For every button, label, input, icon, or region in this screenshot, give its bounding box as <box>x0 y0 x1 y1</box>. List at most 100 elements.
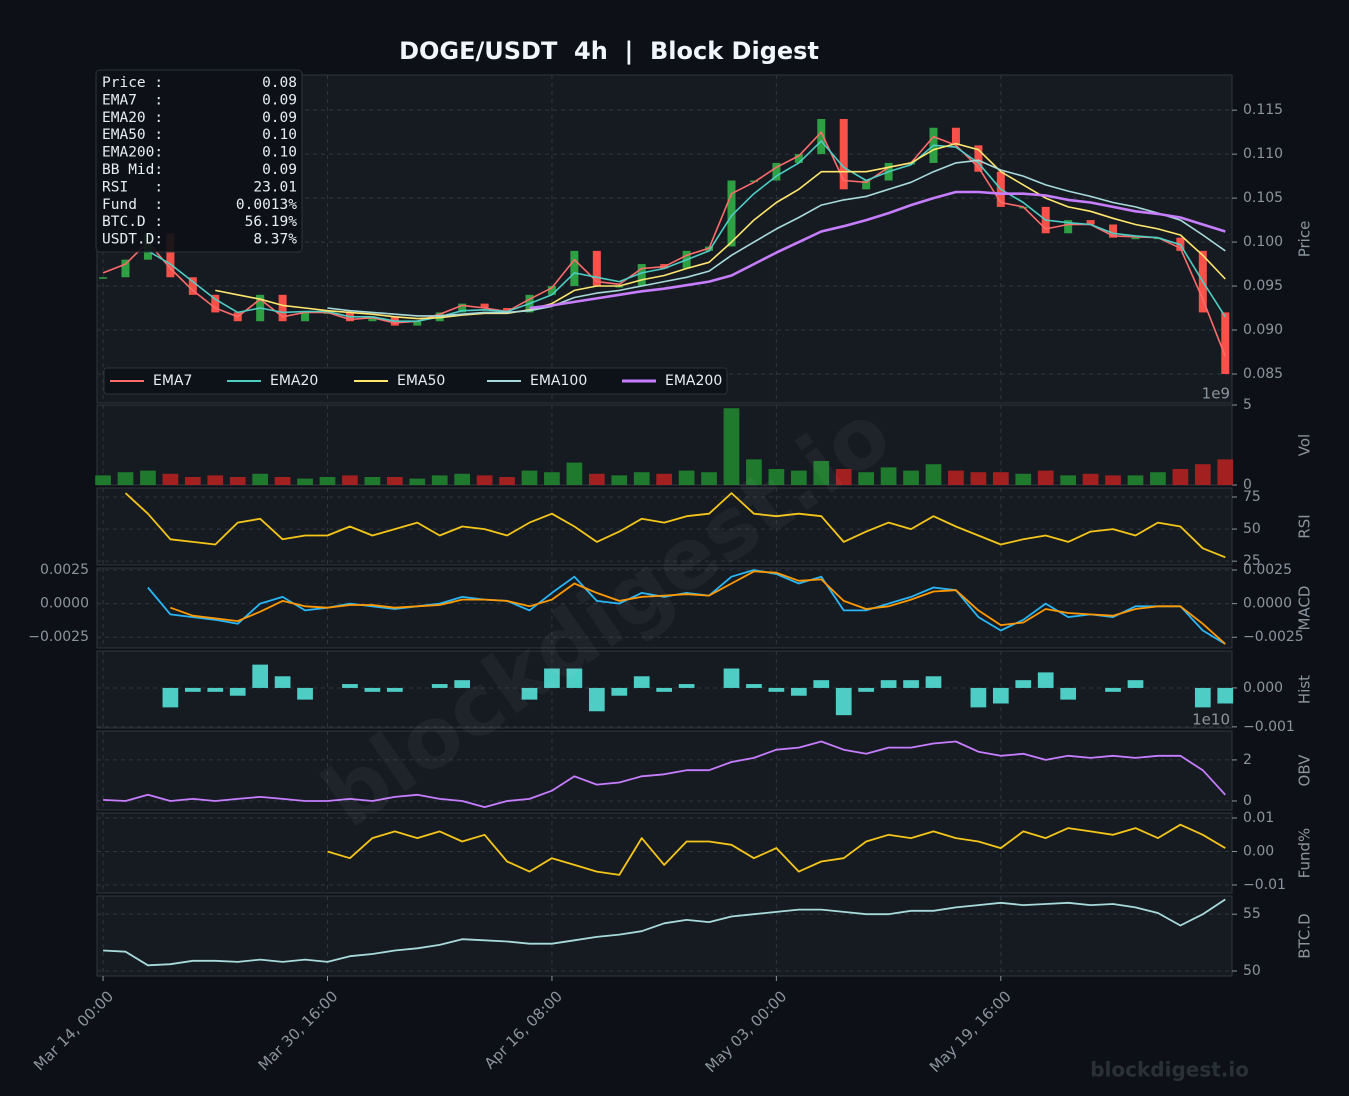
y-axis-label: Price <box>1296 221 1314 258</box>
candle <box>211 294 220 313</box>
bar <box>656 687 673 692</box>
info-value: 0.0013% <box>236 197 297 213</box>
bar <box>588 473 605 485</box>
legend-label: EMA7 <box>153 373 192 389</box>
y-tick-label: 50 <box>1243 963 1261 979</box>
y-tick-label: 50 <box>1243 521 1261 537</box>
footer: blockdigest.io <box>1090 1058 1249 1082</box>
bar <box>1217 687 1234 704</box>
axis-offset-label: 1e9 <box>1202 385 1230 403</box>
legend-box <box>103 367 728 395</box>
y-tick-label: 0.085 <box>1243 366 1283 382</box>
panel <box>96 487 1233 566</box>
bar <box>252 664 269 688</box>
ema-line <box>529 190 1226 310</box>
candle <box>480 303 489 309</box>
candle <box>570 250 579 287</box>
info-value: 0.09 <box>262 162 297 178</box>
bar <box>746 459 762 485</box>
bar <box>454 680 471 688</box>
panel <box>96 730 1233 811</box>
ema-line <box>215 142 1226 320</box>
bar <box>364 687 381 692</box>
candle <box>458 303 467 313</box>
y-tick-label-left: −0.0025 <box>28 629 89 645</box>
candle <box>727 180 736 247</box>
panel <box>96 567 1233 649</box>
bar <box>544 668 560 688</box>
info-label: EMA7 : <box>102 92 163 108</box>
bar <box>431 475 448 485</box>
candle <box>547 286 556 295</box>
bar <box>588 687 605 712</box>
y-tick-label: 75 <box>1243 489 1261 505</box>
bar <box>274 676 291 688</box>
info-label: EMA20 : <box>102 110 163 126</box>
y-axis-label: RSI <box>1296 514 1314 538</box>
bar <box>1127 475 1144 485</box>
candle <box>166 233 175 278</box>
bar <box>948 470 964 485</box>
bar <box>1037 470 1054 485</box>
bar <box>880 467 897 485</box>
bar <box>1194 687 1211 708</box>
y-axis-label: Fund% <box>1296 828 1314 879</box>
candle <box>749 180 758 183</box>
bar <box>184 687 201 692</box>
candle <box>951 127 960 146</box>
bar <box>1150 472 1166 485</box>
bar <box>1060 687 1077 700</box>
bar <box>1105 475 1121 485</box>
candle <box>121 259 130 278</box>
info-label: USDT.D: <box>102 232 163 248</box>
y-tick-label: 0.01 <box>1243 810 1274 826</box>
bar <box>1194 464 1211 485</box>
bar <box>1172 469 1189 485</box>
bar <box>970 687 987 708</box>
candle <box>1109 224 1118 238</box>
info-label: Price : <box>102 75 163 91</box>
y-tick-label: 2 <box>1243 752 1252 768</box>
bar <box>409 478 426 485</box>
candle <box>1131 237 1140 240</box>
info-box <box>95 69 303 253</box>
bar <box>678 684 695 688</box>
bar <box>746 684 762 688</box>
bar <box>813 461 830 485</box>
bar <box>768 687 785 692</box>
bar <box>342 684 358 688</box>
y-axis-label: OBV <box>1296 754 1314 787</box>
legend-label: EMA20 <box>270 373 318 389</box>
bar <box>476 475 493 485</box>
candle <box>188 277 197 295</box>
legend-label: EMA50 <box>397 373 445 389</box>
candle <box>368 316 377 322</box>
info-value: 0.10 <box>262 145 297 161</box>
axis-offset-label: 1e10 <box>1192 711 1230 729</box>
bar <box>1127 680 1144 688</box>
bar <box>162 473 179 485</box>
bar <box>678 470 695 485</box>
bar <box>1082 473 1099 485</box>
bar <box>611 687 628 696</box>
bar <box>566 668 583 688</box>
candle <box>301 312 310 322</box>
bar <box>1105 687 1121 692</box>
info-value: 23.01 <box>253 179 297 195</box>
info-value: 0.09 <box>262 110 297 126</box>
bar <box>342 475 358 485</box>
y-tick-label: 0.0000 <box>1243 596 1292 612</box>
y-tick-label: 0 <box>1243 793 1252 809</box>
info-value: 0.08 <box>262 75 297 91</box>
bar <box>297 687 313 700</box>
panel <box>96 404 1233 486</box>
candle <box>592 250 601 287</box>
y-tick-label: 25 <box>1243 553 1261 569</box>
series-line <box>170 570 1226 645</box>
bar <box>790 470 807 485</box>
y-tick-label: 0.000 <box>1243 680 1283 696</box>
y-axis-label: MACD <box>1296 586 1314 631</box>
y-tick-label: 0.00 <box>1243 843 1274 859</box>
bar <box>1015 473 1032 485</box>
y-tick-label: −0.01 <box>1243 877 1286 893</box>
